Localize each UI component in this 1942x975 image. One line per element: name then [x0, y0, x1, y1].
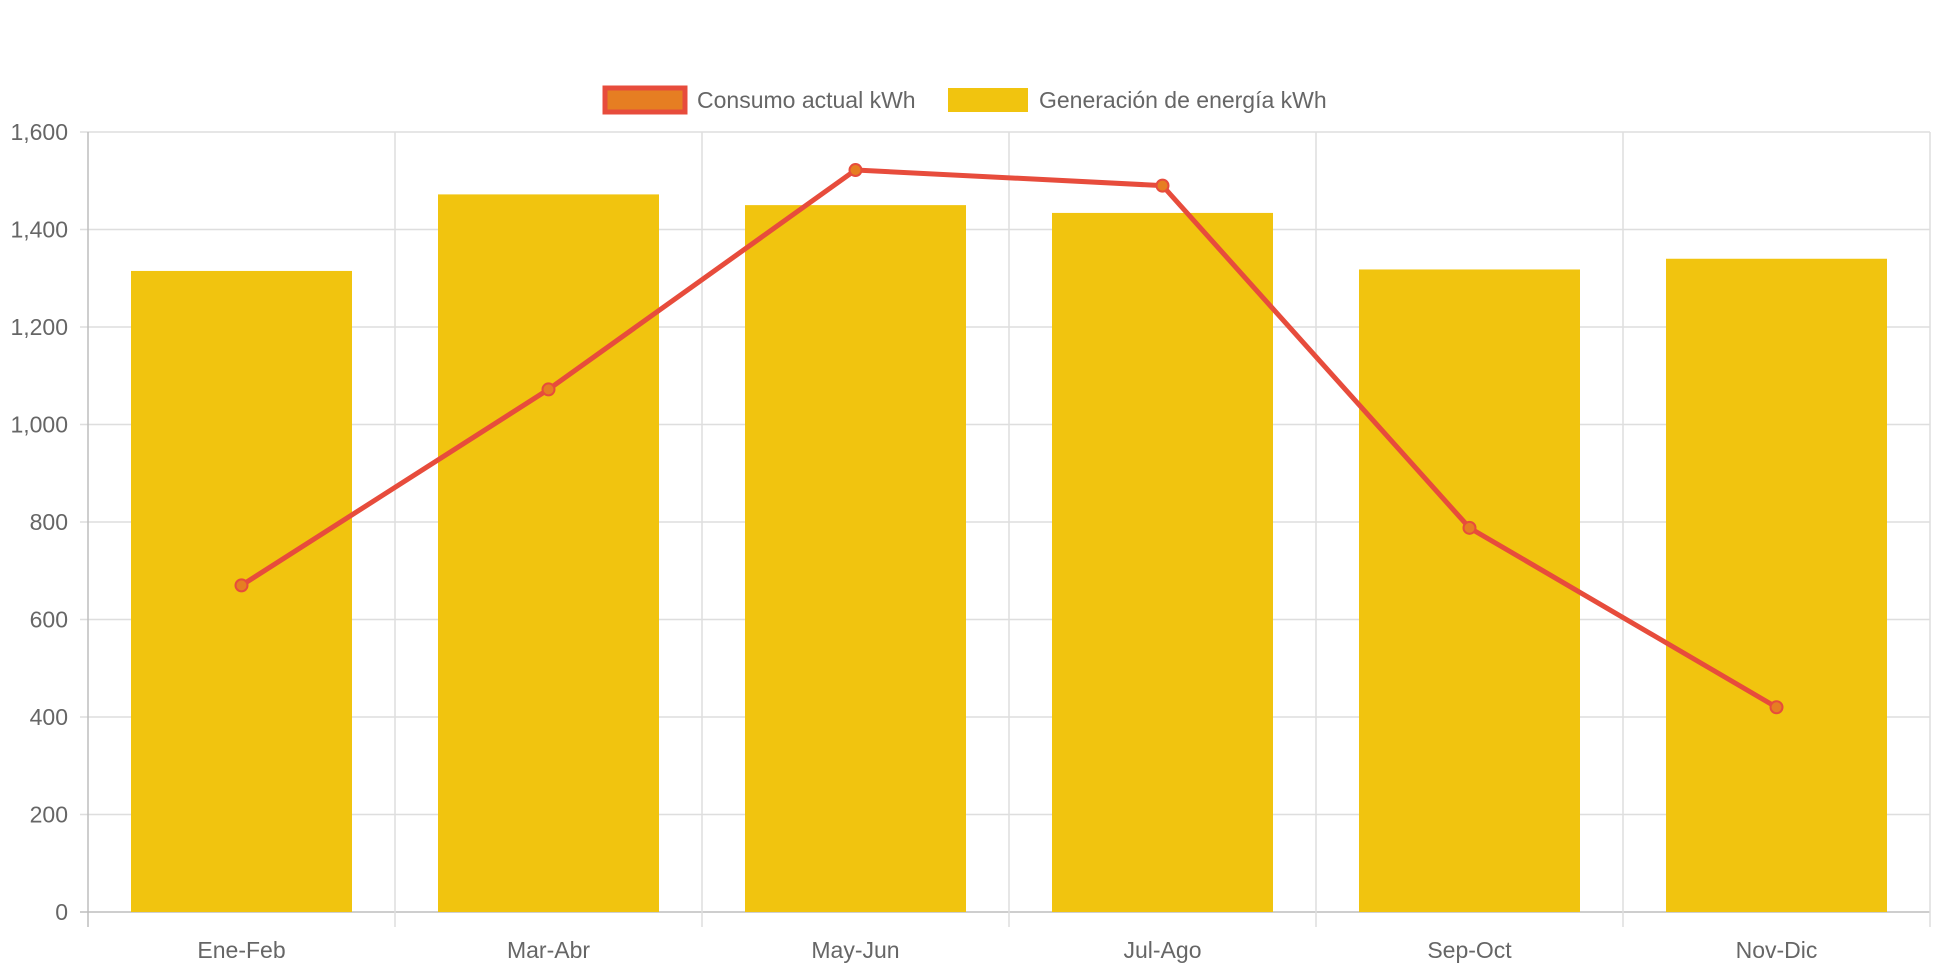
bar-generacion[interactable] [438, 194, 659, 912]
y-tick-label: 600 [30, 607, 68, 633]
point-consumo[interactable] [1462, 520, 1477, 535]
bar-generacion[interactable] [1359, 269, 1580, 913]
y-tick-label: 800 [30, 509, 68, 535]
x-tick-label: May-Jun [811, 937, 899, 963]
y-tick-label: 1,000 [10, 412, 68, 438]
y-tick-label: 1,200 [10, 314, 68, 340]
legend-label[interactable]: Generación de energía kWh [1039, 87, 1327, 113]
legend-swatch-consumo[interactable] [602, 85, 688, 115]
legend[interactable]: Consumo actual kWh Generación de energía … [602, 85, 1327, 115]
grid-lines [80, 131, 1931, 927]
x-tick-label: Sep-Oct [1427, 937, 1512, 963]
y-tick-label: 400 [30, 704, 68, 730]
x-tick-label: Mar-Abr [507, 937, 590, 963]
bar-generacion[interactable] [745, 205, 966, 912]
x-tick-label: Nov-Dic [1736, 937, 1818, 963]
point-consumo[interactable] [848, 163, 863, 178]
point-consumo[interactable] [1155, 178, 1170, 193]
legend-swatch-generacion[interactable] [948, 88, 1028, 112]
bar-generacion[interactable] [1052, 212, 1273, 913]
point-consumo[interactable] [234, 578, 249, 593]
y-tick-label: 1,600 [10, 119, 68, 145]
y-tick-label: 200 [30, 802, 68, 828]
x-tick-label: Jul-Ago [1124, 937, 1202, 963]
axes: 0 200 400 600 800 1,000 1,200 1,400 1,600 Ene-Feb… [10, 119, 1817, 963]
y-tick-label: 0 [55, 899, 68, 925]
bar-generacion[interactable] [1666, 258, 1887, 912]
line-series [234, 163, 1784, 715]
y-tick-label: 1,400 [10, 217, 68, 243]
line-consumo [240, 167, 1778, 710]
x-tick-label: Ene-Feb [197, 937, 285, 963]
legend-label[interactable]: Consumo actual kWh [697, 87, 916, 113]
point-consumo[interactable] [541, 382, 556, 397]
point-consumo[interactable] [1769, 700, 1784, 715]
